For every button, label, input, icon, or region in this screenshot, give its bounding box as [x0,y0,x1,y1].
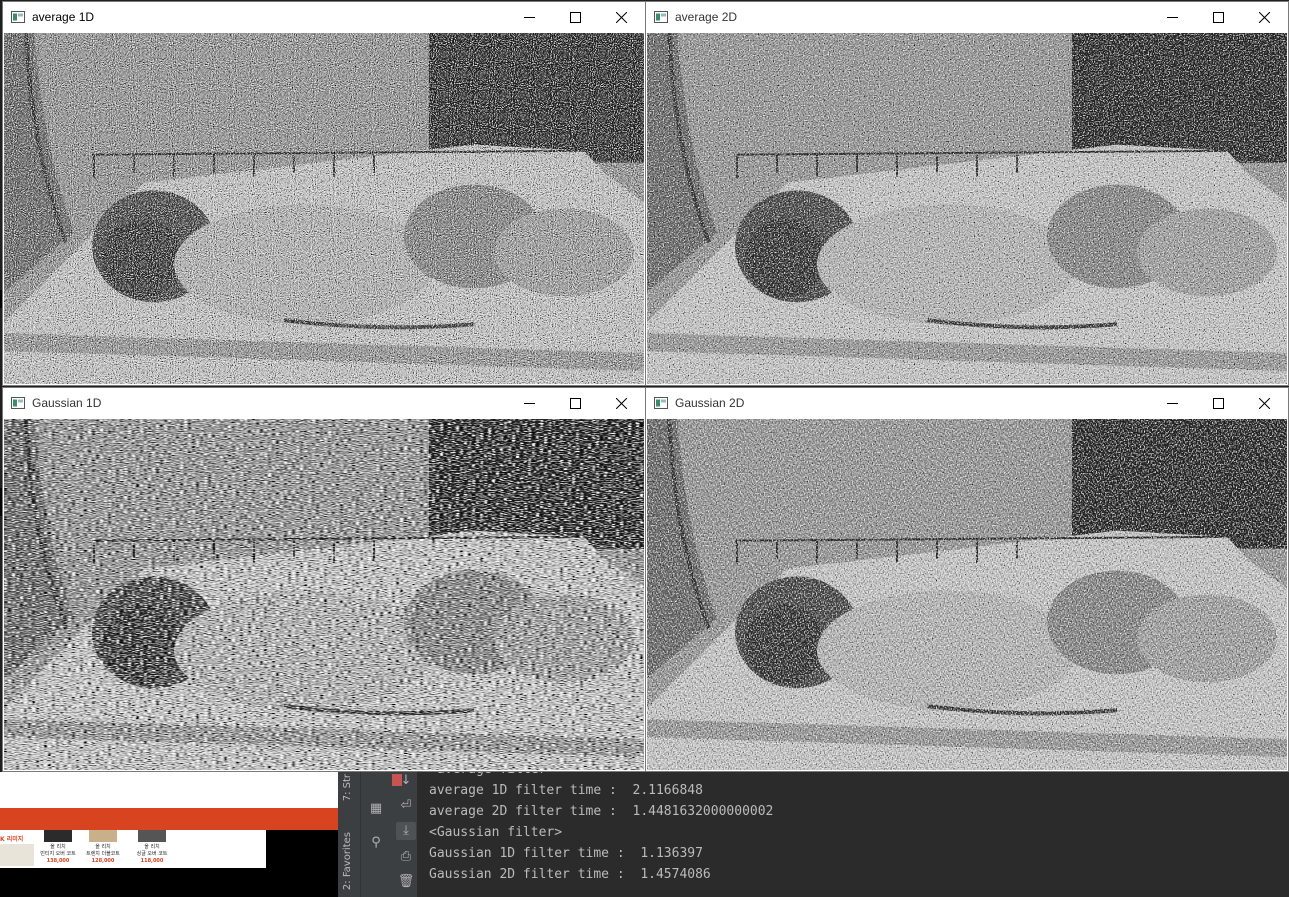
product-price: 128,000 [91,858,115,864]
console-line: Gaussian 1D filter time : 1.136397 [429,846,703,861]
product-price: 138,000 [46,858,70,864]
console-line: average 2D filter time : 1.4481632000000… [429,804,774,819]
trash-icon[interactable]: 🗑 [397,874,415,889]
window-title: Gaussian 2D [675,396,745,410]
layout-icon[interactable]: ▦ [369,801,383,816]
image-window-gaussian-1d[interactable]: Gaussian 1D [2,387,646,772]
scroll-down-icon[interactable]: ↓ [400,773,412,788]
window-app-icon [654,11,668,23]
noisy-image [647,419,1287,770]
close-icon [1259,398,1270,409]
scroll-to-end-icon[interactable]: ⤓ [396,822,416,840]
maximize-icon [1213,12,1224,23]
product-brand: 올 리치 [50,844,66,850]
favorites-tab[interactable]: 2: Favorites [342,832,353,891]
close-button[interactable] [599,2,645,33]
close-button[interactable] [1242,388,1288,419]
product-name: 싱글 오버 코트 [136,851,168,857]
filtered-image-view [647,419,1287,770]
window-app-icon [11,397,25,409]
product-card[interactable]: 올 리치 빈티지 오버 코트 138,000 [36,830,80,865]
product-brand: 올 리치 [144,844,160,850]
filtered-image-view [4,419,644,770]
window-title: average 1D [32,10,95,24]
noisy-image [647,33,1287,384]
structure-tab[interactable]: 7: Str [342,774,353,802]
minimize-button[interactable] [1150,2,1196,33]
close-button[interactable] [599,388,645,419]
window-title: average 2D [675,10,738,24]
minimize-icon [1167,403,1178,404]
maximize-icon [570,398,581,409]
window-titlebar[interactable]: average 1D [3,2,645,33]
window-app-icon [11,11,25,23]
filtered-image-view [647,33,1287,384]
product-thumbnail [0,844,34,866]
console-line: Gaussian 2D filter time : 1.4574086 [429,867,711,882]
soft-wrap-icon[interactable]: ⏎ [400,798,412,813]
console-line: <average filter> [429,770,1289,780]
print-icon[interactable]: ⎙ [400,849,412,864]
console-line: <Gaussian filter> [429,825,563,840]
window-titlebar[interactable]: average 2D [646,2,1288,33]
minimize-icon [1167,17,1178,18]
filtered-image-view [4,33,644,384]
shop-badge: K 리미지 [0,836,24,843]
product-name: 트렌치 더블코트 [86,851,120,857]
background-browser: K 리미지 올 리치 빈티지 오버 코트 138,000 올 리치 트렌치 더블… [0,772,338,897]
product-strip[interactable]: K 리미지 올 리치 빈티지 오버 코트 138,000 올 리치 트렌치 더블… [0,830,266,868]
console-line: average 1D filter time : 2.1166848 [429,783,703,798]
product-card[interactable]: 올 리치 싱글 오버 코트 118,000 [130,830,174,865]
ide-run-panel: 7: Str 2: Favorites ▦ ⚲ ↓ ⏎ ⤓ ⎙ 🗑 <avera… [338,770,1289,897]
window-title: Gaussian 1D [32,396,102,410]
product-brand: 올 리치 [95,844,111,850]
image-window-average-2d[interactable]: average 2D [645,1,1289,386]
minimize-button[interactable] [507,2,553,33]
maximize-icon [570,12,581,23]
close-button[interactable] [1242,2,1288,33]
window-titlebar[interactable]: Gaussian 1D [3,388,645,419]
window-app-icon [654,397,668,409]
maximize-button[interactable] [553,388,599,419]
noisy-image [4,419,644,770]
product-card[interactable]: 올 리치 트렌치 더블코트 128,000 [81,830,125,865]
stop-icon[interactable] [392,774,402,786]
noisy-image [4,33,644,384]
close-icon [616,12,627,23]
maximize-button[interactable] [553,2,599,33]
close-icon [1259,12,1270,23]
window-titlebar[interactable]: Gaussian 2D [646,388,1288,419]
console-output[interactable]: <average filter> average 1D filter time … [429,770,1289,897]
run-toolbar: ▦ ⚲ ↓ ⏎ ⤓ ⎙ 🗑 [361,770,417,897]
maximize-button[interactable] [1196,2,1242,33]
close-icon [616,398,627,409]
product-price: 118,000 [140,858,164,864]
ide-side-tool-strip: 7: Str 2: Favorites [338,770,361,897]
maximize-icon [1213,398,1224,409]
product-name: 빈티지 오버 코트 [40,851,76,857]
minimize-button[interactable] [507,388,553,419]
image-window-average-1d[interactable]: average 1D [2,1,646,386]
image-window-gaussian-2d[interactable]: Gaussian 2D [645,387,1289,772]
pin-icon[interactable]: ⚲ [371,835,381,850]
minimize-icon [524,17,535,18]
browser-banner [0,808,338,830]
minimize-button[interactable] [1150,388,1196,419]
minimize-icon [524,403,535,404]
maximize-button[interactable] [1196,388,1242,419]
